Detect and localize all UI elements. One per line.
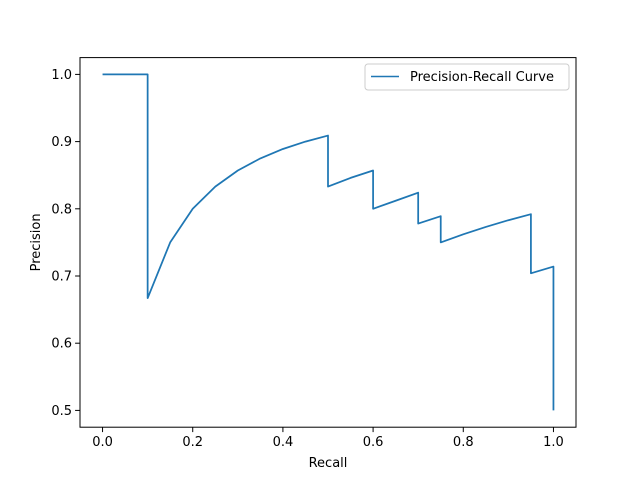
x-tick-label: 0.2 bbox=[182, 435, 203, 450]
y-axis-label: Precision bbox=[29, 213, 44, 271]
precision-recall-curve-line bbox=[102, 73, 555, 411]
y-tick-label: 0.6 bbox=[51, 337, 72, 352]
y-tick-label: 0.9 bbox=[51, 135, 72, 150]
x-axis-label: Recall bbox=[309, 456, 348, 471]
y-tick-label: 0.5 bbox=[51, 404, 72, 419]
y-tick-label: 0.7 bbox=[51, 270, 72, 285]
x-tick-label: 0.6 bbox=[363, 435, 384, 450]
series-layer bbox=[102, 73, 555, 411]
axes-frame bbox=[79, 57, 577, 428]
x-axis-ticks: 0.0 0.2 0.4 0.6 0.8 1.0 bbox=[92, 427, 564, 450]
y-axis-ticks: 0.5 0.6 0.7 0.8 0.9 1.0 bbox=[51, 68, 80, 419]
legend-box bbox=[364, 63, 570, 91]
x-tick-label: 0.0 bbox=[92, 435, 113, 450]
y-tick-label: 0.8 bbox=[51, 202, 72, 217]
x-tick-label: 0.4 bbox=[273, 435, 294, 450]
plot-area bbox=[80, 57, 576, 428]
legend: Precision-Recall Curve bbox=[364, 63, 570, 91]
x-tick-label: 0.8 bbox=[453, 435, 474, 450]
x-tick-label: 1.0 bbox=[543, 435, 564, 450]
legend-label: Precision-Recall Curve bbox=[410, 70, 554, 85]
y-tick-label: 1.0 bbox=[51, 68, 72, 83]
